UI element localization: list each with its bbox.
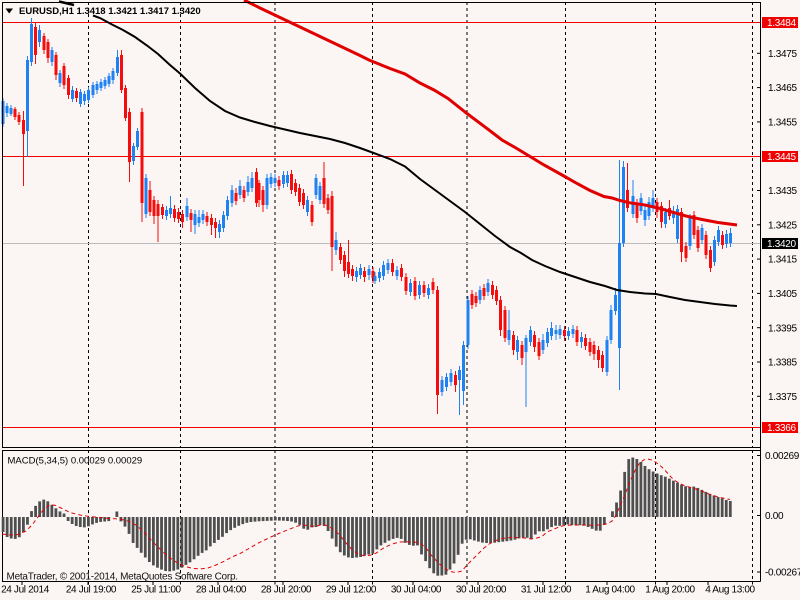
svg-text:1 Aug 20:00: 1 Aug 20:00 <box>645 585 695 596</box>
svg-text:30 Jul 20:00: 30 Jul 20:00 <box>456 585 507 596</box>
svg-text:1.3375: 1.3375 <box>768 392 798 403</box>
svg-text:30 Jul 04:00: 30 Jul 04:00 <box>391 585 442 596</box>
svg-text:1.3455: 1.3455 <box>768 118 798 129</box>
svg-text:31 Jul 12:00: 31 Jul 12:00 <box>521 585 572 596</box>
svg-text:1.3366: 1.3366 <box>767 423 797 434</box>
svg-text:24 Jul 19:00: 24 Jul 19:00 <box>66 585 117 596</box>
svg-text:MACD(5,34,5) 0.00029 0.00029: MACD(5,34,5) 0.00029 0.00029 <box>8 456 143 467</box>
svg-text:1.3415: 1.3415 <box>768 255 798 266</box>
svg-text:0.00: 0.00 <box>765 511 784 522</box>
svg-text:EURUSD,H1 1.3418 1.3421 1.341: EURUSD,H1 1.3418 1.3421 1.3417 1.3420 <box>19 6 201 17</box>
svg-text:1.3425: 1.3425 <box>768 220 798 231</box>
svg-text:1.3395: 1.3395 <box>768 323 798 334</box>
svg-text:29 Jul 12:00: 29 Jul 12:00 <box>326 585 377 596</box>
svg-text:25 Jul 11:00: 25 Jul 11:00 <box>131 585 181 596</box>
svg-text:1.3385: 1.3385 <box>768 358 798 369</box>
svg-text:1.3420: 1.3420 <box>767 239 797 250</box>
svg-text:1 Aug 04:00: 1 Aug 04:00 <box>585 585 635 596</box>
svg-text:-0.00267: -0.00267 <box>765 568 800 579</box>
svg-text:0.00269: 0.00269 <box>765 451 800 462</box>
svg-text:28 Jul 04:00: 28 Jul 04:00 <box>196 585 247 596</box>
svg-text:28 Jul 20:00: 28 Jul 20:00 <box>261 585 312 596</box>
svg-text:1.3484: 1.3484 <box>767 18 797 29</box>
svg-text:MetaTrader, © 2001-2014, MetaQ: MetaTrader, © 2001-2014, MetaQuotes Soft… <box>7 571 238 582</box>
svg-text:4 Aug 13:00: 4 Aug 13:00 <box>705 585 755 596</box>
svg-text:1.3405: 1.3405 <box>768 289 798 300</box>
svg-text:1.3435: 1.3435 <box>768 186 798 197</box>
svg-text:1.3465: 1.3465 <box>768 83 798 94</box>
svg-text:1.3445: 1.3445 <box>767 152 797 163</box>
svg-text:1.3475: 1.3475 <box>768 49 798 60</box>
svg-text:24 Jul 2014: 24 Jul 2014 <box>1 585 50 596</box>
